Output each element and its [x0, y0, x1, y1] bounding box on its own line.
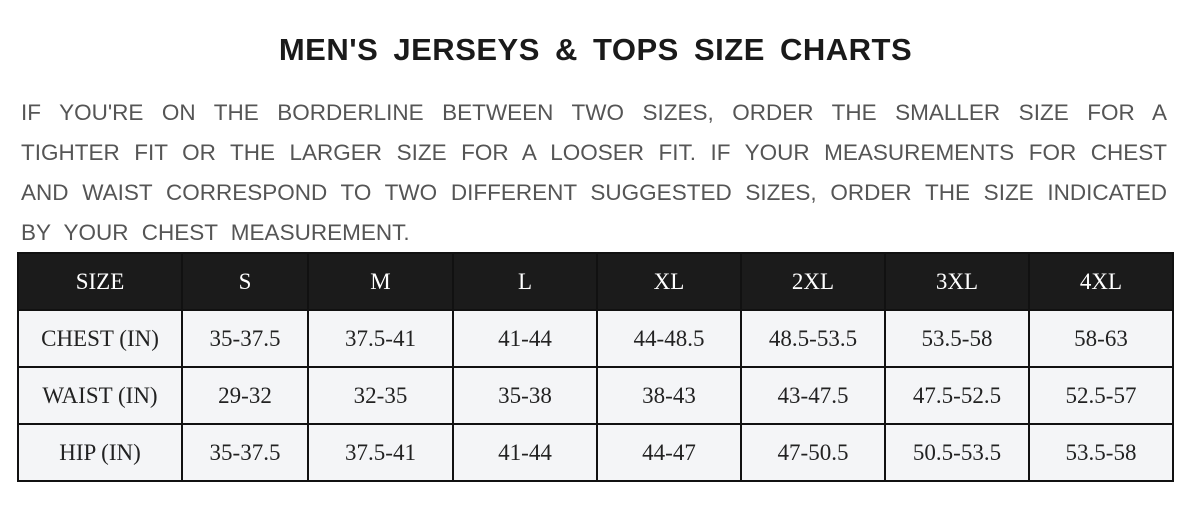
note-line: BY YOUR CHEST MEASUREMENT.: [21, 220, 410, 245]
table-cell: 53.5-58: [884, 309, 1030, 368]
table-cell: 35-38: [452, 366, 598, 425]
note-line: IF YOU'RE ON THE BORDERLINE BETWEEN TWO …: [21, 100, 1167, 125]
table-cell: 32-35: [307, 366, 454, 425]
table-cell: 37.5-41: [307, 423, 454, 482]
table-cell: M: [307, 252, 454, 311]
table-cell: 3XL: [884, 252, 1030, 311]
table-cell: 48.5-53.5: [740, 309, 886, 368]
page-title: MEN'S JERSEYS & TOPS SIZE CHARTS: [278, 32, 913, 67]
table-cell: 29-32: [181, 366, 309, 425]
table-cell: 50.5-53.5: [884, 423, 1030, 482]
table-cell: 53.5-58: [1028, 423, 1174, 482]
table-row: WAIST (IN) 29-32 32-35 35-38 38-43 43-47.5 47.…: [17, 366, 1174, 425]
size-chart-table: SIZE S M L XL 2XL 3XL 4XL CHEST (IN) 35-37.5 37.5-…: [17, 252, 1174, 482]
table-cell: 35-37.5: [181, 309, 309, 368]
table-cell: L: [452, 252, 598, 311]
row-label-cell: SIZE: [17, 252, 183, 311]
sizing-note: IF YOU'RE ON THE BORDERLINE BETWEEN TWO …: [21, 96, 1167, 256]
table-cell: 58-63: [1028, 309, 1174, 368]
row-label-cell: HIP (IN): [17, 423, 183, 482]
table-cell: 37.5-41: [307, 309, 454, 368]
table-cell: 47.5-52.5: [884, 366, 1030, 425]
table-row: HIP (IN) 35-37.5 37.5-41 41-44 44-47 47-50.5 5…: [17, 423, 1174, 482]
table-cell: 41-44: [452, 423, 598, 482]
table-cell: 41-44: [452, 309, 598, 368]
table-cell: 4XL: [1028, 252, 1174, 311]
note-line: TIGHTER FIT OR THE LARGER SIZE FOR A LOO…: [21, 140, 1167, 165]
table-row: CHEST (IN) 35-37.5 37.5-41 41-44 44-48.5 48.5…: [17, 309, 1174, 368]
table-cell: 2XL: [740, 252, 886, 311]
table-header-row: SIZE S M L XL 2XL 3XL 4XL: [17, 252, 1174, 311]
table-cell: 43-47.5: [740, 366, 886, 425]
table-cell: 52.5-57: [1028, 366, 1174, 425]
note-line: AND WAIST CORRESPOND TO TWO DIFFERENT SU…: [21, 180, 1167, 205]
row-label-cell: WAIST (IN): [17, 366, 183, 425]
row-label-cell: CHEST (IN): [17, 309, 183, 368]
table-cell: 47-50.5: [740, 423, 886, 482]
table-cell: S: [181, 252, 309, 311]
table-cell: XL: [596, 252, 742, 311]
table-cell: 44-47: [596, 423, 742, 482]
table-cell: 35-37.5: [181, 423, 309, 482]
table-cell: 44-48.5: [596, 309, 742, 368]
table-cell: 38-43: [596, 366, 742, 425]
